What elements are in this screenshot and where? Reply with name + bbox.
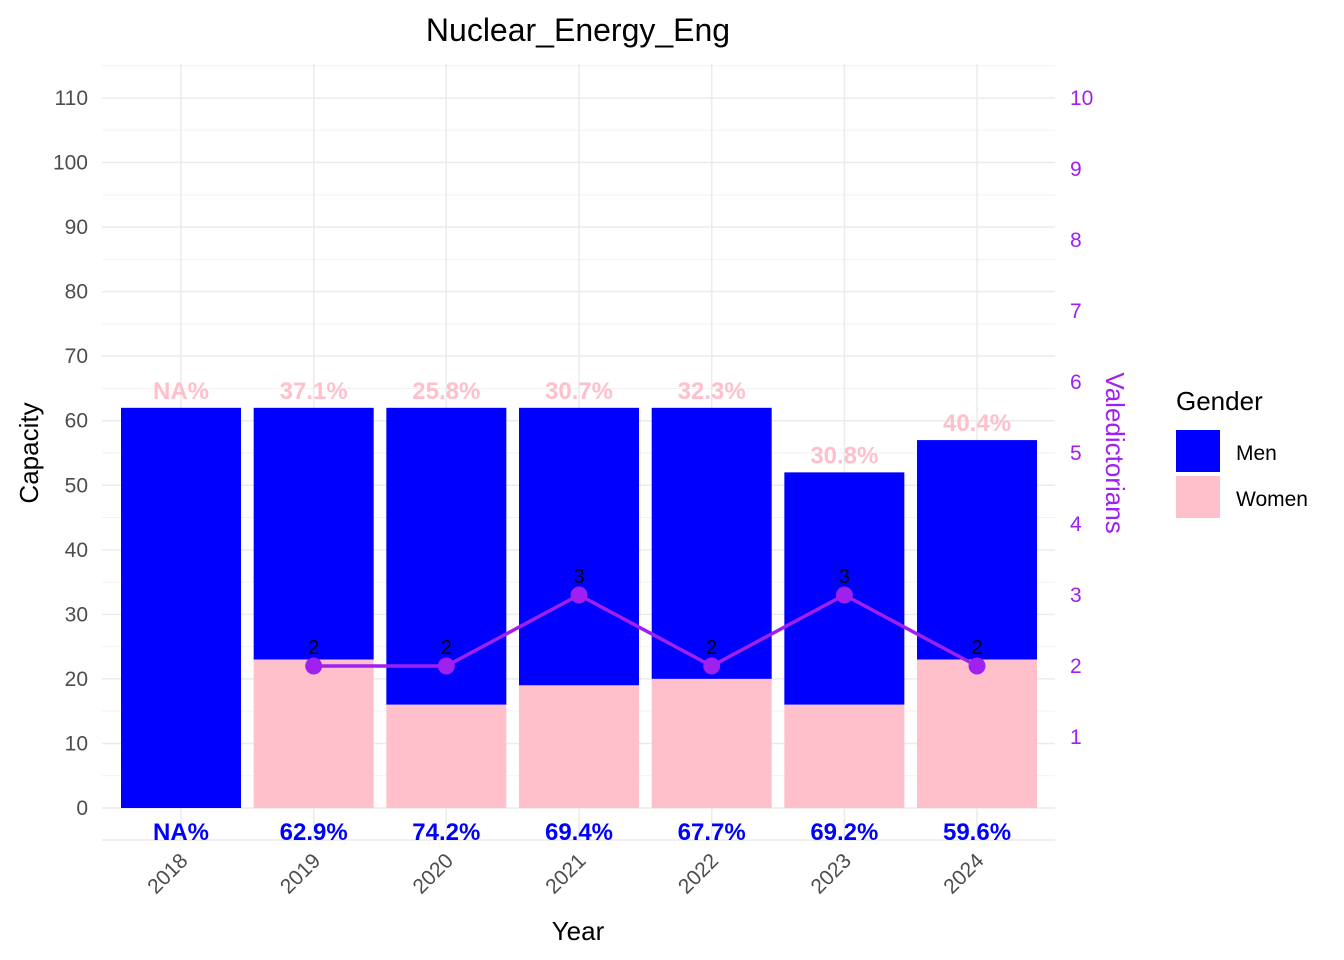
women-percent-label-2021: 30.7% bbox=[545, 378, 613, 405]
y-axis-title: Capacity bbox=[14, 402, 44, 503]
legend-swatch-men bbox=[1176, 430, 1220, 472]
bar-women-2022 bbox=[651, 678, 772, 808]
y2-tick-label: 6 bbox=[1070, 371, 1082, 394]
y2-tick-label: 5 bbox=[1070, 442, 1082, 465]
valedictorian-value-label-2019: 2 bbox=[308, 637, 319, 659]
x-tick-label: 2021 bbox=[541, 849, 590, 898]
legend: Gender Men Women bbox=[1176, 386, 1308, 518]
valedictorian-point-2020 bbox=[437, 657, 455, 675]
valedictorian-point-2024 bbox=[968, 657, 986, 675]
y2-axis-title: Valedictorians bbox=[1100, 372, 1130, 533]
y2-tick-label: 8 bbox=[1070, 229, 1082, 252]
y2-tick-label: 1 bbox=[1070, 726, 1082, 749]
men-percent-label-2018: NA% bbox=[153, 819, 209, 846]
x-tick-label: 2023 bbox=[807, 849, 856, 898]
y-tick-label: 60 bbox=[65, 410, 88, 433]
y-tick-label: 20 bbox=[65, 668, 88, 691]
valedictorian-line: 2 2 3 2 3 2 bbox=[305, 566, 986, 675]
men-percent-label-2020: 74.2% bbox=[412, 819, 480, 846]
bar-women-2020 bbox=[386, 704, 507, 808]
valedictorian-value-label-2023: 3 bbox=[839, 566, 850, 588]
y-tick-label: 40 bbox=[65, 539, 88, 562]
y2-tick-label: 4 bbox=[1070, 513, 1082, 536]
bar-women-2019 bbox=[253, 659, 374, 808]
valedictorian-value-label-2021: 3 bbox=[573, 566, 584, 588]
men-percent-label-2022: 67.7% bbox=[678, 819, 746, 846]
legend-title: Gender bbox=[1176, 386, 1263, 416]
y2-tick-label: 7 bbox=[1070, 300, 1082, 323]
men-percent-label-2024: 59.6% bbox=[943, 819, 1011, 846]
y-tick-label: 90 bbox=[65, 216, 88, 239]
x-axis-title: Year bbox=[552, 916, 605, 946]
chart-title: Nuclear_Energy_Eng bbox=[426, 12, 730, 48]
women-percent-label-2020: 25.8% bbox=[412, 378, 480, 405]
valedictorian-value-label-2022: 2 bbox=[706, 637, 717, 659]
x-tick-label: 2022 bbox=[674, 849, 723, 898]
women-percent-label-2018: NA% bbox=[153, 378, 209, 405]
bar-women-2021 bbox=[519, 685, 640, 808]
bar-men-2018 bbox=[121, 407, 241, 808]
women-percent-label-2024: 40.4% bbox=[943, 410, 1011, 437]
y-tick-label: 0 bbox=[76, 797, 88, 820]
bar-men-2019 bbox=[253, 407, 374, 660]
valedictorian-point-2019 bbox=[305, 657, 323, 675]
legend-label-women: Women bbox=[1236, 488, 1308, 511]
valedictorian-line-path bbox=[313, 593, 978, 668]
y-tick-label: 30 bbox=[65, 603, 88, 626]
valedictorian-value-label-2024: 2 bbox=[971, 637, 982, 659]
y2-tick-label: 9 bbox=[1070, 158, 1082, 181]
women-percent-label-2022: 32.3% bbox=[678, 378, 746, 405]
y-tick-label: 50 bbox=[65, 474, 88, 497]
y2-tick-label: 3 bbox=[1070, 584, 1082, 607]
valedictorian-point-2022 bbox=[703, 657, 721, 675]
women-percent-label-2023: 30.8% bbox=[810, 442, 878, 469]
bar-women-2023 bbox=[784, 704, 905, 808]
valedictorian-value-label-2020: 2 bbox=[441, 637, 452, 659]
y-tick-label: 100 bbox=[53, 152, 88, 175]
bars bbox=[121, 407, 1038, 808]
y-tick-label: 80 bbox=[65, 281, 88, 304]
valedictorian-point-2023 bbox=[835, 586, 853, 604]
legend-swatch-women bbox=[1176, 476, 1220, 518]
x-tick-label: 2024 bbox=[939, 849, 989, 899]
legend-label-men: Men bbox=[1236, 442, 1277, 465]
bar-men-2020 bbox=[386, 407, 507, 705]
y-tick-label: 110 bbox=[55, 87, 88, 110]
y2-tick-label: 10 bbox=[1070, 87, 1093, 110]
men-percent-label-2019: 62.9% bbox=[280, 819, 348, 846]
bar-men-2022 bbox=[651, 407, 772, 679]
percent-labels: NA% NA% 37.1% 62.9% 25.8% 74.2% 30.7% 69.4% 32.3… bbox=[153, 378, 1011, 846]
y-tick-label: 70 bbox=[65, 345, 88, 368]
valedictorian-point-2021 bbox=[570, 586, 588, 604]
x-tick-label: 2020 bbox=[409, 849, 458, 898]
y-tick-label: 10 bbox=[65, 732, 88, 755]
y2-tick-label: 2 bbox=[1070, 655, 1082, 678]
women-percent-label-2019: 37.1% bbox=[280, 378, 348, 405]
bar-men-2021 bbox=[519, 407, 640, 686]
x-tick-label: 2018 bbox=[143, 849, 192, 898]
x-tick-label: 2019 bbox=[276, 849, 325, 898]
bar-women-2024 bbox=[917, 659, 1038, 808]
men-percent-label-2023: 69.2% bbox=[810, 819, 878, 846]
bar-men-2024 bbox=[917, 440, 1038, 660]
men-percent-label-2021: 69.4% bbox=[545, 819, 613, 846]
